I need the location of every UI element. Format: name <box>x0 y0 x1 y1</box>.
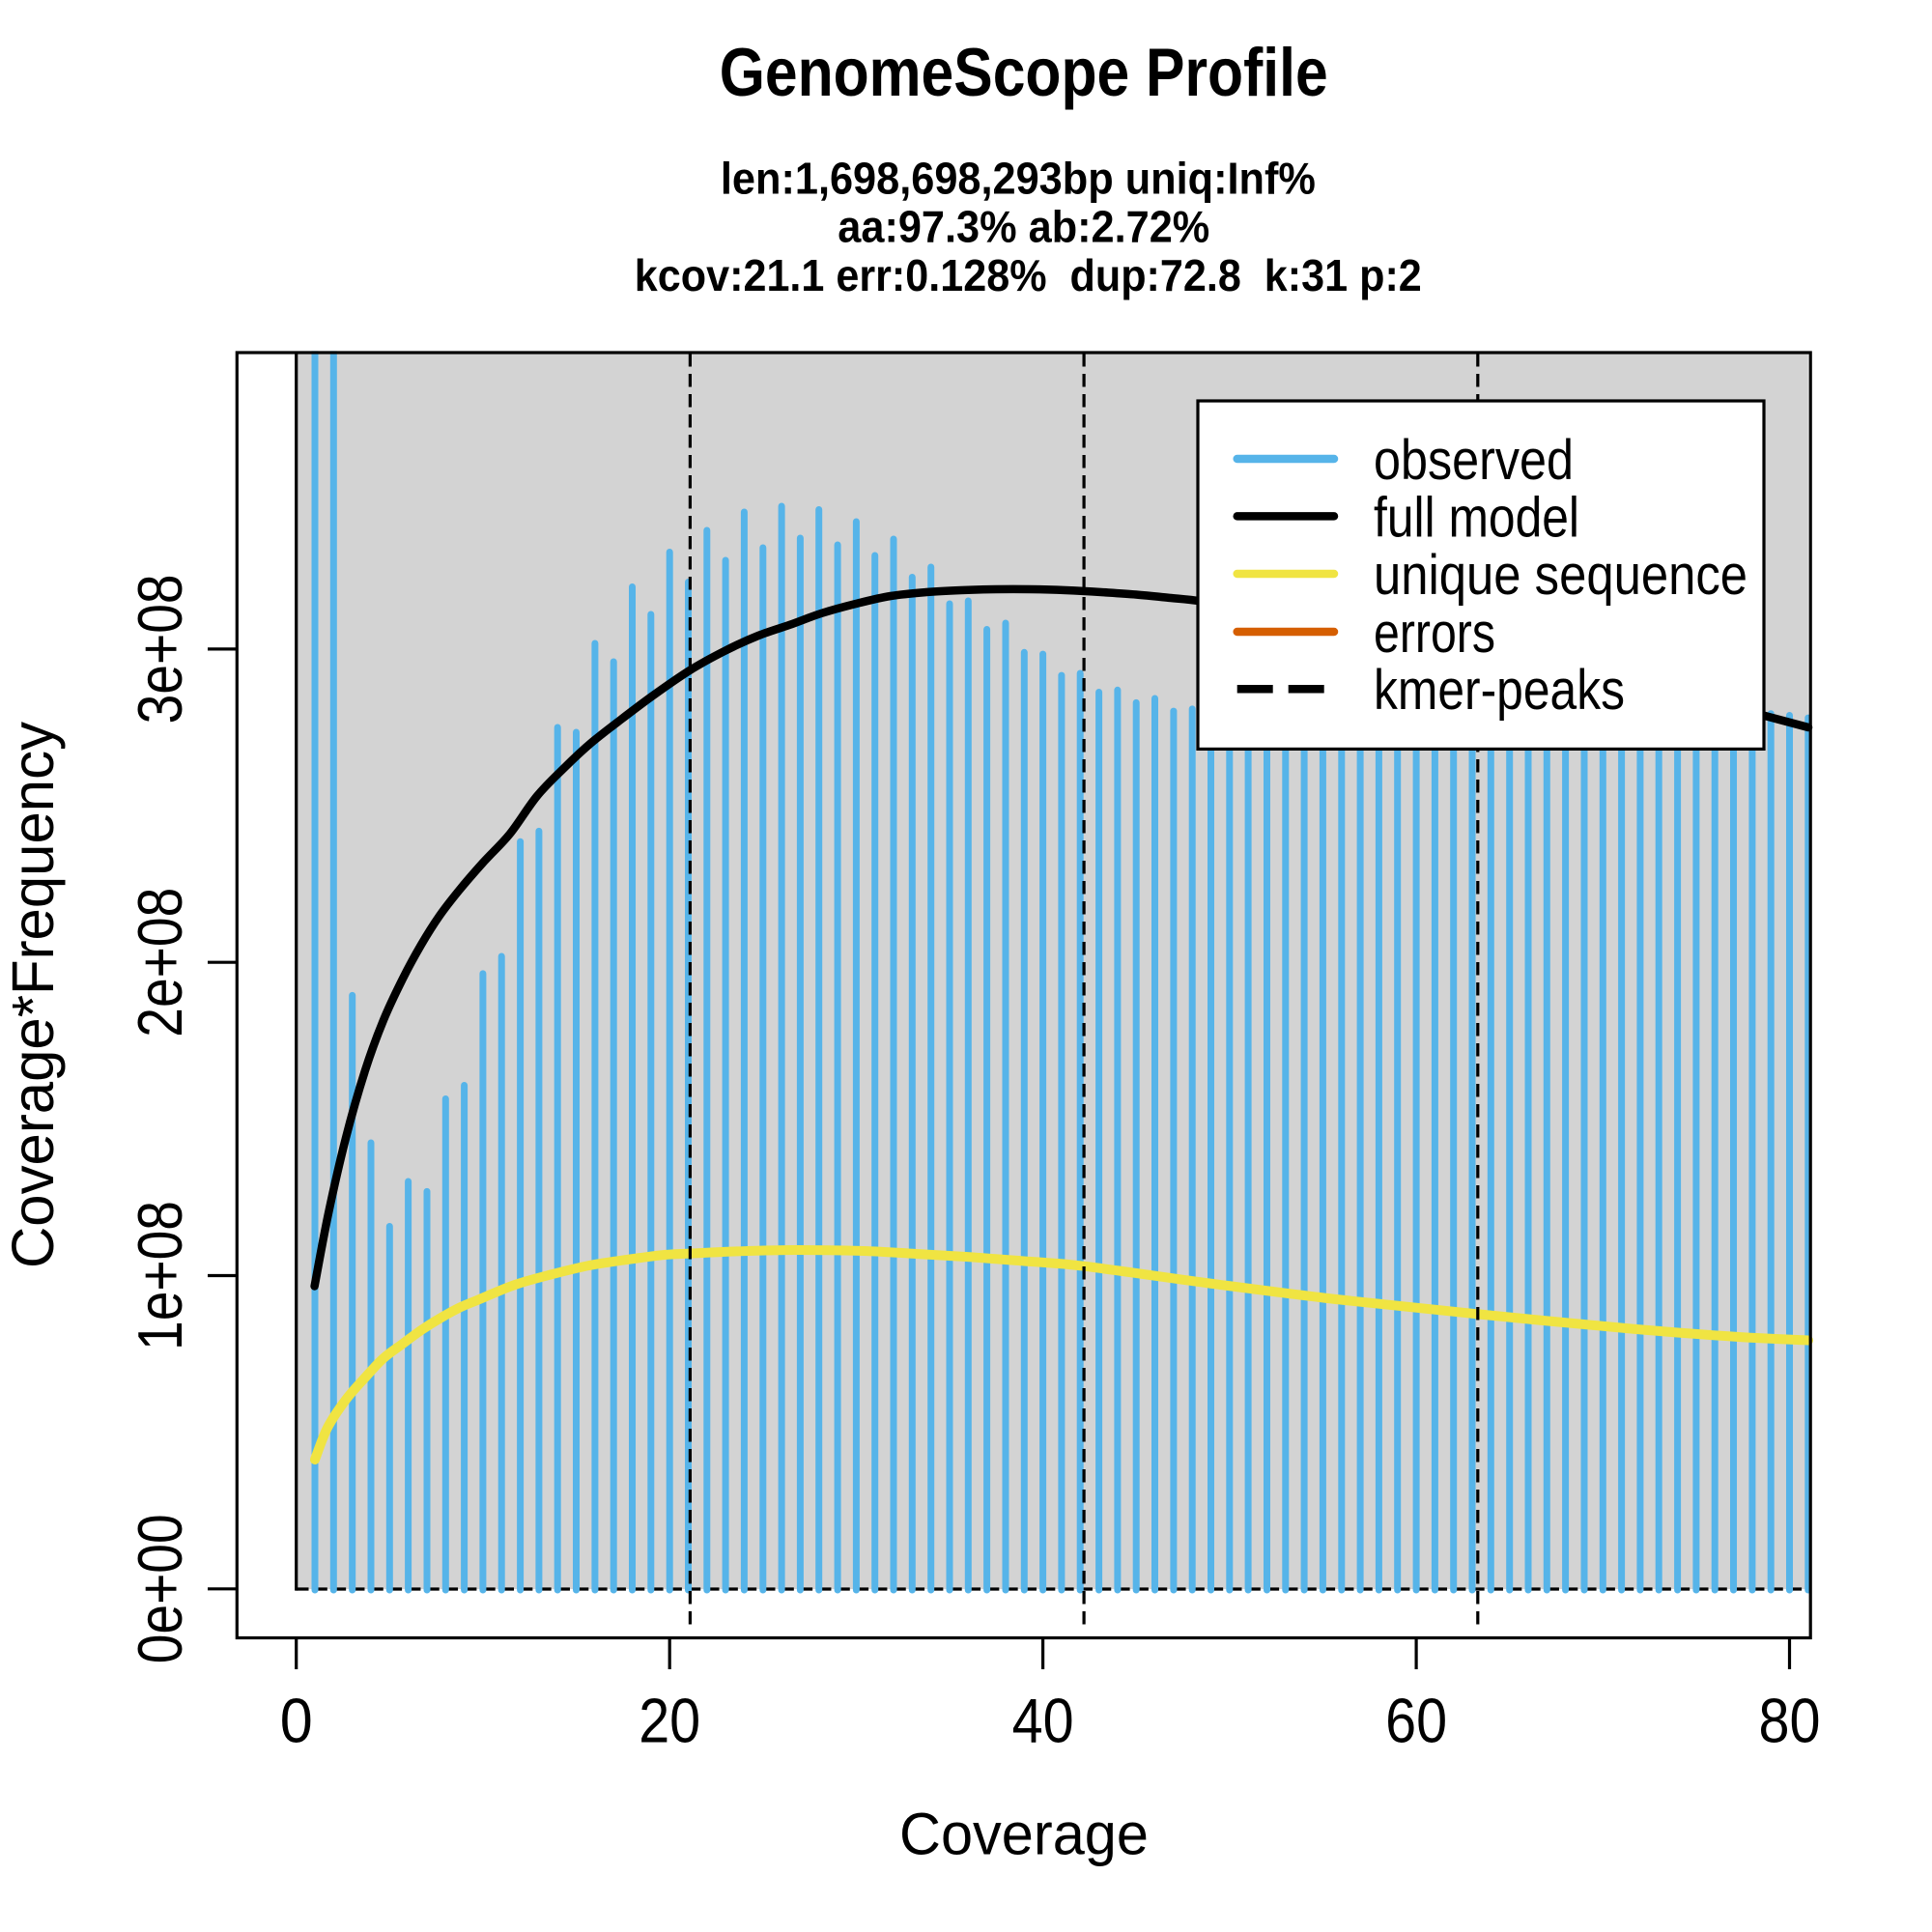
svg-text:GenomeScope Profile: GenomeScope Profile <box>720 34 1328 110</box>
svg-text:len:1,698,698,293bp uniq:Inf%: len:1,698,698,293bp uniq:Inf% <box>721 154 1316 204</box>
svg-text:40: 40 <box>1012 1686 1074 1756</box>
svg-text:unique sequence: unique sequence <box>1374 544 1747 607</box>
svg-text:errors: errors <box>1374 602 1495 665</box>
svg-text:80: 80 <box>1759 1686 1821 1756</box>
svg-text:Coverage*Frequency: Coverage*Frequency <box>0 722 67 1268</box>
svg-text:1e+08: 1e+08 <box>125 1201 195 1350</box>
svg-text:3e+08: 3e+08 <box>125 574 195 724</box>
svg-text:60: 60 <box>1385 1686 1447 1756</box>
svg-text:2e+08: 2e+08 <box>125 888 195 1037</box>
svg-text:full model: full model <box>1374 486 1579 549</box>
svg-text:Coverage: Coverage <box>899 1801 1149 1867</box>
svg-text:observed: observed <box>1374 429 1574 492</box>
svg-text:kcov:21.1 err:0.128% dup:72.8: kcov:21.1 err:0.128% dup:72.8 k:31 p:2 <box>635 250 1422 300</box>
svg-text:aa:97.3% ab:2.72%: aa:97.3% ab:2.72% <box>838 202 1209 252</box>
svg-text:0e+00: 0e+00 <box>125 1514 195 1663</box>
svg-text:kmer-peaks: kmer-peaks <box>1374 659 1625 722</box>
svg-text:20: 20 <box>639 1686 700 1756</box>
svg-text:0: 0 <box>280 1686 313 1756</box>
